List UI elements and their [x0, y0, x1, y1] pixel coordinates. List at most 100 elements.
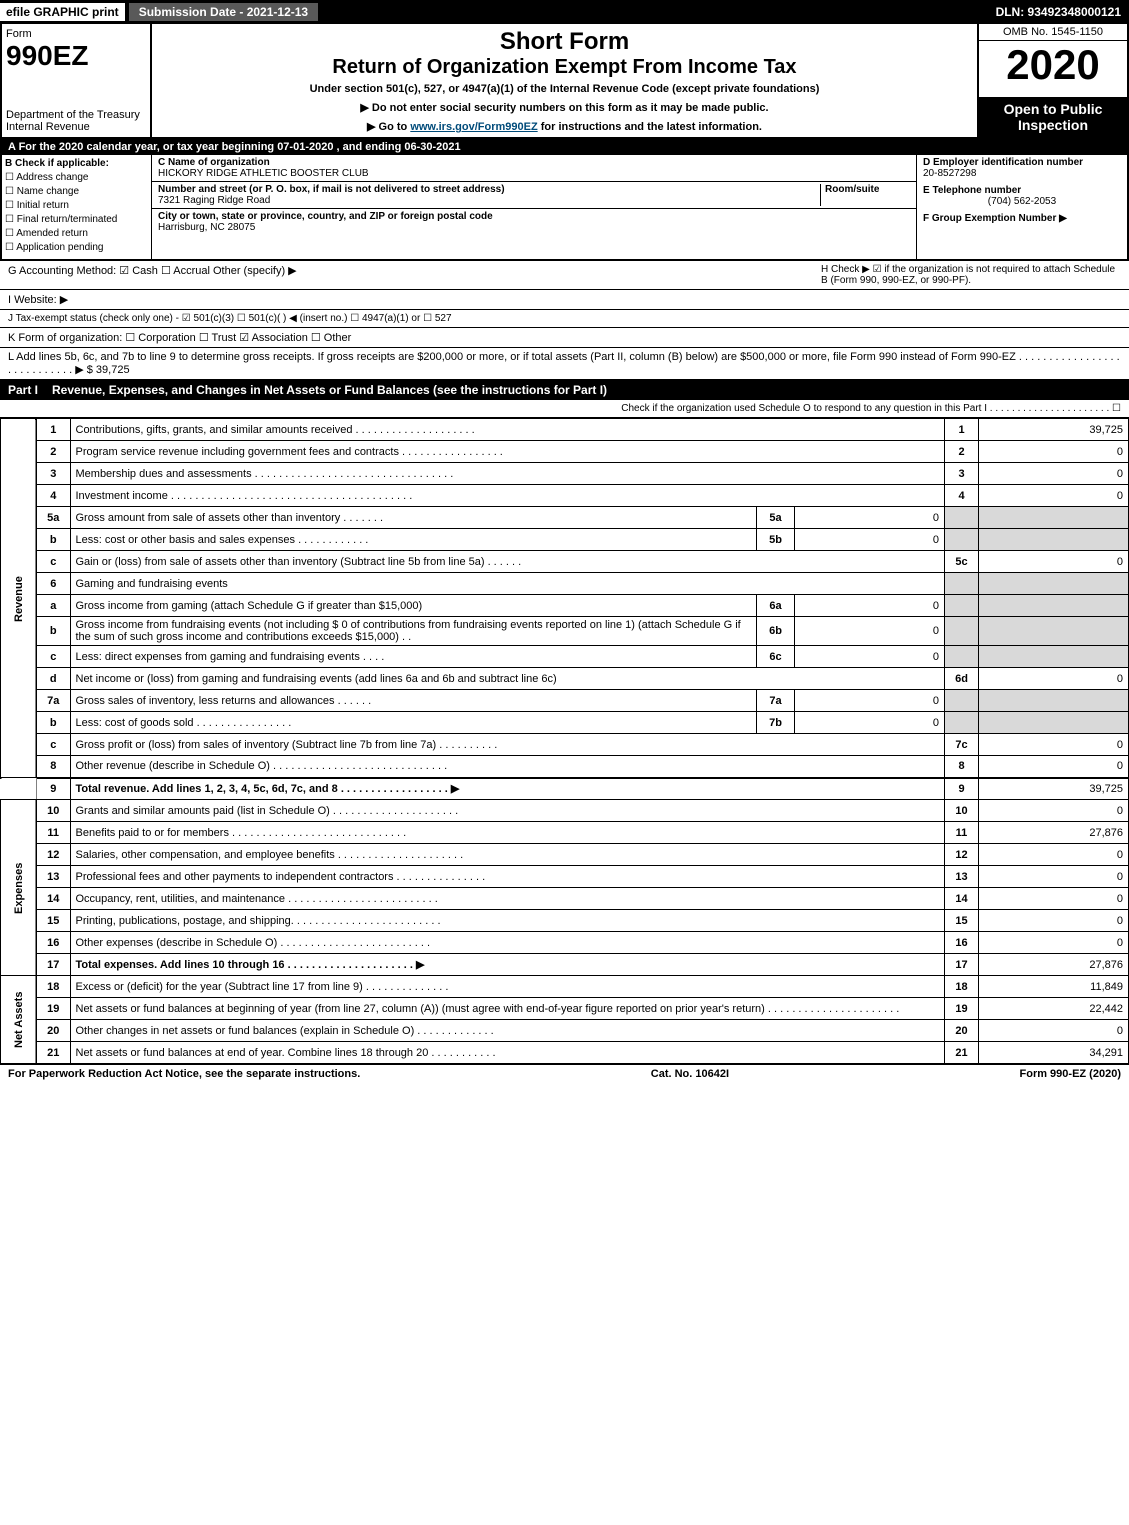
line-2: 2Program service revenue including gover…	[1, 441, 1129, 463]
name-label: C Name of organization	[158, 157, 910, 168]
line-7b: bLess: cost of goods sold . . . . . . . …	[1, 712, 1129, 734]
street: 7321 Raging Ridge Road	[158, 195, 820, 206]
line-13: 13Professional fees and other payments t…	[1, 866, 1129, 888]
line-12: 12Salaries, other compensation, and empl…	[1, 844, 1129, 866]
line-17: 17Total expenses. Add lines 10 through 1…	[1, 954, 1129, 976]
dln: DLN: 93492348000121	[996, 5, 1129, 19]
accounting-method: G Accounting Method: ☑ Cash ☐ Accrual Ot…	[8, 264, 821, 286]
part1-check-o: Check if the organization used Schedule …	[0, 400, 1129, 418]
side-revenue: Revenue	[1, 419, 37, 778]
part1-label: Part I	[8, 383, 38, 397]
footer-form: Form 990-EZ (2020)	[1020, 1068, 1121, 1080]
line-7a: 7aGross sales of inventory, less returns…	[1, 690, 1129, 712]
phone: (704) 562-2053	[923, 196, 1121, 207]
side-net: Net Assets	[1, 976, 37, 1064]
box-b: B Check if applicable: ☐ Address change …	[2, 155, 152, 259]
box-b-label: B Check if applicable:	[5, 158, 148, 169]
part1-title: Revenue, Expenses, and Changes in Net As…	[52, 383, 607, 397]
line-20: 20Other changes in net assets or fund ba…	[1, 1020, 1129, 1042]
tax-exempt-status: J Tax-exempt status (check only one) - ☑…	[0, 310, 1129, 328]
city-row: City or town, state or province, country…	[152, 209, 916, 259]
chk-initial[interactable]: ☐ Initial return	[5, 200, 148, 211]
line-4: 4Investment income . . . . . . . . . . .…	[1, 485, 1129, 507]
line-21: 21Net assets or fund balances at end of …	[1, 1042, 1129, 1064]
website-row: I Website: ▶	[0, 290, 1129, 310]
d: Contributions, gifts, grants, and simila…	[70, 419, 945, 441]
line-15: 15Printing, publications, postage, and s…	[1, 910, 1129, 932]
line-l: L Add lines 5b, 6c, and 7b to line 9 to …	[0, 348, 1129, 380]
section-a-period: A For the 2020 calendar year, or tax yea…	[0, 139, 1129, 155]
line-9: 9Total revenue. Add lines 1, 2, 3, 4, 5c…	[1, 778, 1129, 800]
line-5b: bLess: cost or other basis and sales exp…	[1, 529, 1129, 551]
row-g-h: G Accounting Method: ☑ Cash ☐ Accrual Ot…	[0, 261, 1129, 290]
side-expenses: Expenses	[1, 800, 37, 976]
form-header: Form 990EZ Department of the Treasury In…	[0, 24, 1129, 139]
return-title: Return of Organization Exempt From Incom…	[160, 56, 969, 79]
city: Harrisburg, NC 28075	[158, 222, 910, 233]
line-10: Expenses 10Grants and similar amounts pa…	[1, 800, 1129, 822]
form-label: Form	[6, 28, 146, 40]
footer-cat: Cat. No. 10642I	[651, 1068, 729, 1080]
org-name: HICKORY RIDGE ATHLETIC BOOSTER CLUB	[158, 168, 910, 179]
ein: 20-8527298	[923, 168, 1121, 179]
a: 39,725	[979, 419, 1129, 441]
chk-pending[interactable]: ☐ Application pending	[5, 242, 148, 253]
line-6b: bGross income from fundraising events (n…	[1, 617, 1129, 646]
group-exempt-label: F Group Exemption Number ▶	[923, 213, 1121, 224]
line-5a: 5aGross amount from sale of assets other…	[1, 507, 1129, 529]
footer-left: For Paperwork Reduction Act Notice, see …	[8, 1068, 360, 1080]
warning-ssn: ▶ Do not enter social security numbers o…	[160, 101, 969, 114]
dept-line2: Internal Revenue	[6, 121, 146, 133]
under-section: Under section 501(c), 527, or 4947(a)(1)…	[160, 83, 969, 95]
line-6: 6Gaming and fundraising events	[1, 573, 1129, 595]
chk-name[interactable]: ☐ Name change	[5, 186, 148, 197]
street-label: Number and street (or P. O. box, if mail…	[158, 184, 820, 195]
chk-final[interactable]: ☐ Final return/terminated	[5, 214, 148, 225]
box-d: D Employer identification number 20-8527…	[917, 155, 1127, 259]
efile-label: efile GRAPHIC print	[0, 3, 125, 21]
page-footer: For Paperwork Reduction Act Notice, see …	[0, 1064, 1129, 1083]
part1-table: Revenue 1 Contributions, gifts, grants, …	[0, 418, 1129, 1064]
header-left: Form 990EZ Department of the Treasury In…	[2, 24, 152, 137]
open-to-public: Open to Public Inspection	[979, 97, 1127, 137]
form-number: 990EZ	[6, 40, 146, 72]
omb-number: OMB No. 1545-1150	[979, 24, 1127, 41]
line-19: 19Net assets or fund balances at beginni…	[1, 998, 1129, 1020]
top-bar: efile GRAPHIC print Submission Date - 20…	[0, 0, 1129, 24]
goto-pre: ▶ Go to	[367, 121, 410, 133]
ein-label: D Employer identification number	[923, 157, 1121, 168]
line-1: Revenue 1 Contributions, gifts, grants, …	[1, 419, 1129, 441]
line-16: 16Other expenses (describe in Schedule O…	[1, 932, 1129, 954]
chk-amended[interactable]: ☐ Amended return	[5, 228, 148, 239]
line-8: 8Other revenue (describe in Schedule O) …	[1, 756, 1129, 778]
line-5c: cGain or (loss) from sale of assets othe…	[1, 551, 1129, 573]
line-7c: cGross profit or (loss) from sales of in…	[1, 734, 1129, 756]
line-11: 11Benefits paid to or for members . . . …	[1, 822, 1129, 844]
short-form-title: Short Form	[160, 28, 969, 56]
room-label: Room/suite	[820, 184, 910, 206]
n: 1	[36, 419, 70, 441]
schedule-b-check: H Check ▶ ☑ if the organization is not r…	[821, 264, 1121, 286]
tax-year: 2020	[979, 41, 1127, 97]
form-of-org: K Form of organization: ☐ Corporation ☐ …	[0, 328, 1129, 348]
r: 1	[945, 419, 979, 441]
entity-info: B Check if applicable: ☐ Address change …	[0, 155, 1129, 261]
line-6c: cLess: direct expenses from gaming and f…	[1, 646, 1129, 668]
line-18: Net Assets 18Excess or (deficit) for the…	[1, 976, 1129, 998]
dept-line1: Department of the Treasury	[6, 109, 146, 121]
department: Department of the Treasury Internal Reve…	[6, 109, 146, 133]
street-row: Number and street (or P. O. box, if mail…	[152, 182, 916, 209]
goto-post: for instructions and the latest informat…	[538, 121, 762, 133]
header-center: Short Form Return of Organization Exempt…	[152, 24, 977, 137]
phone-label: E Telephone number	[923, 185, 1121, 196]
part1-header: Part I Revenue, Expenses, and Changes in…	[0, 380, 1129, 400]
org-name-row: C Name of organization HICKORY RIDGE ATH…	[152, 155, 916, 182]
box-c: C Name of organization HICKORY RIDGE ATH…	[152, 155, 917, 259]
line-6a: aGross income from gaming (attach Schedu…	[1, 595, 1129, 617]
irs-link[interactable]: www.irs.gov/Form990EZ	[410, 121, 537, 133]
header-right: OMB No. 1545-1150 2020 Open to Public In…	[977, 24, 1127, 137]
submission-date: Submission Date - 2021-12-13	[129, 3, 318, 21]
line-6d: dNet income or (loss) from gaming and fu…	[1, 668, 1129, 690]
line-14: 14Occupancy, rent, utilities, and mainte…	[1, 888, 1129, 910]
chk-address[interactable]: ☐ Address change	[5, 172, 148, 183]
